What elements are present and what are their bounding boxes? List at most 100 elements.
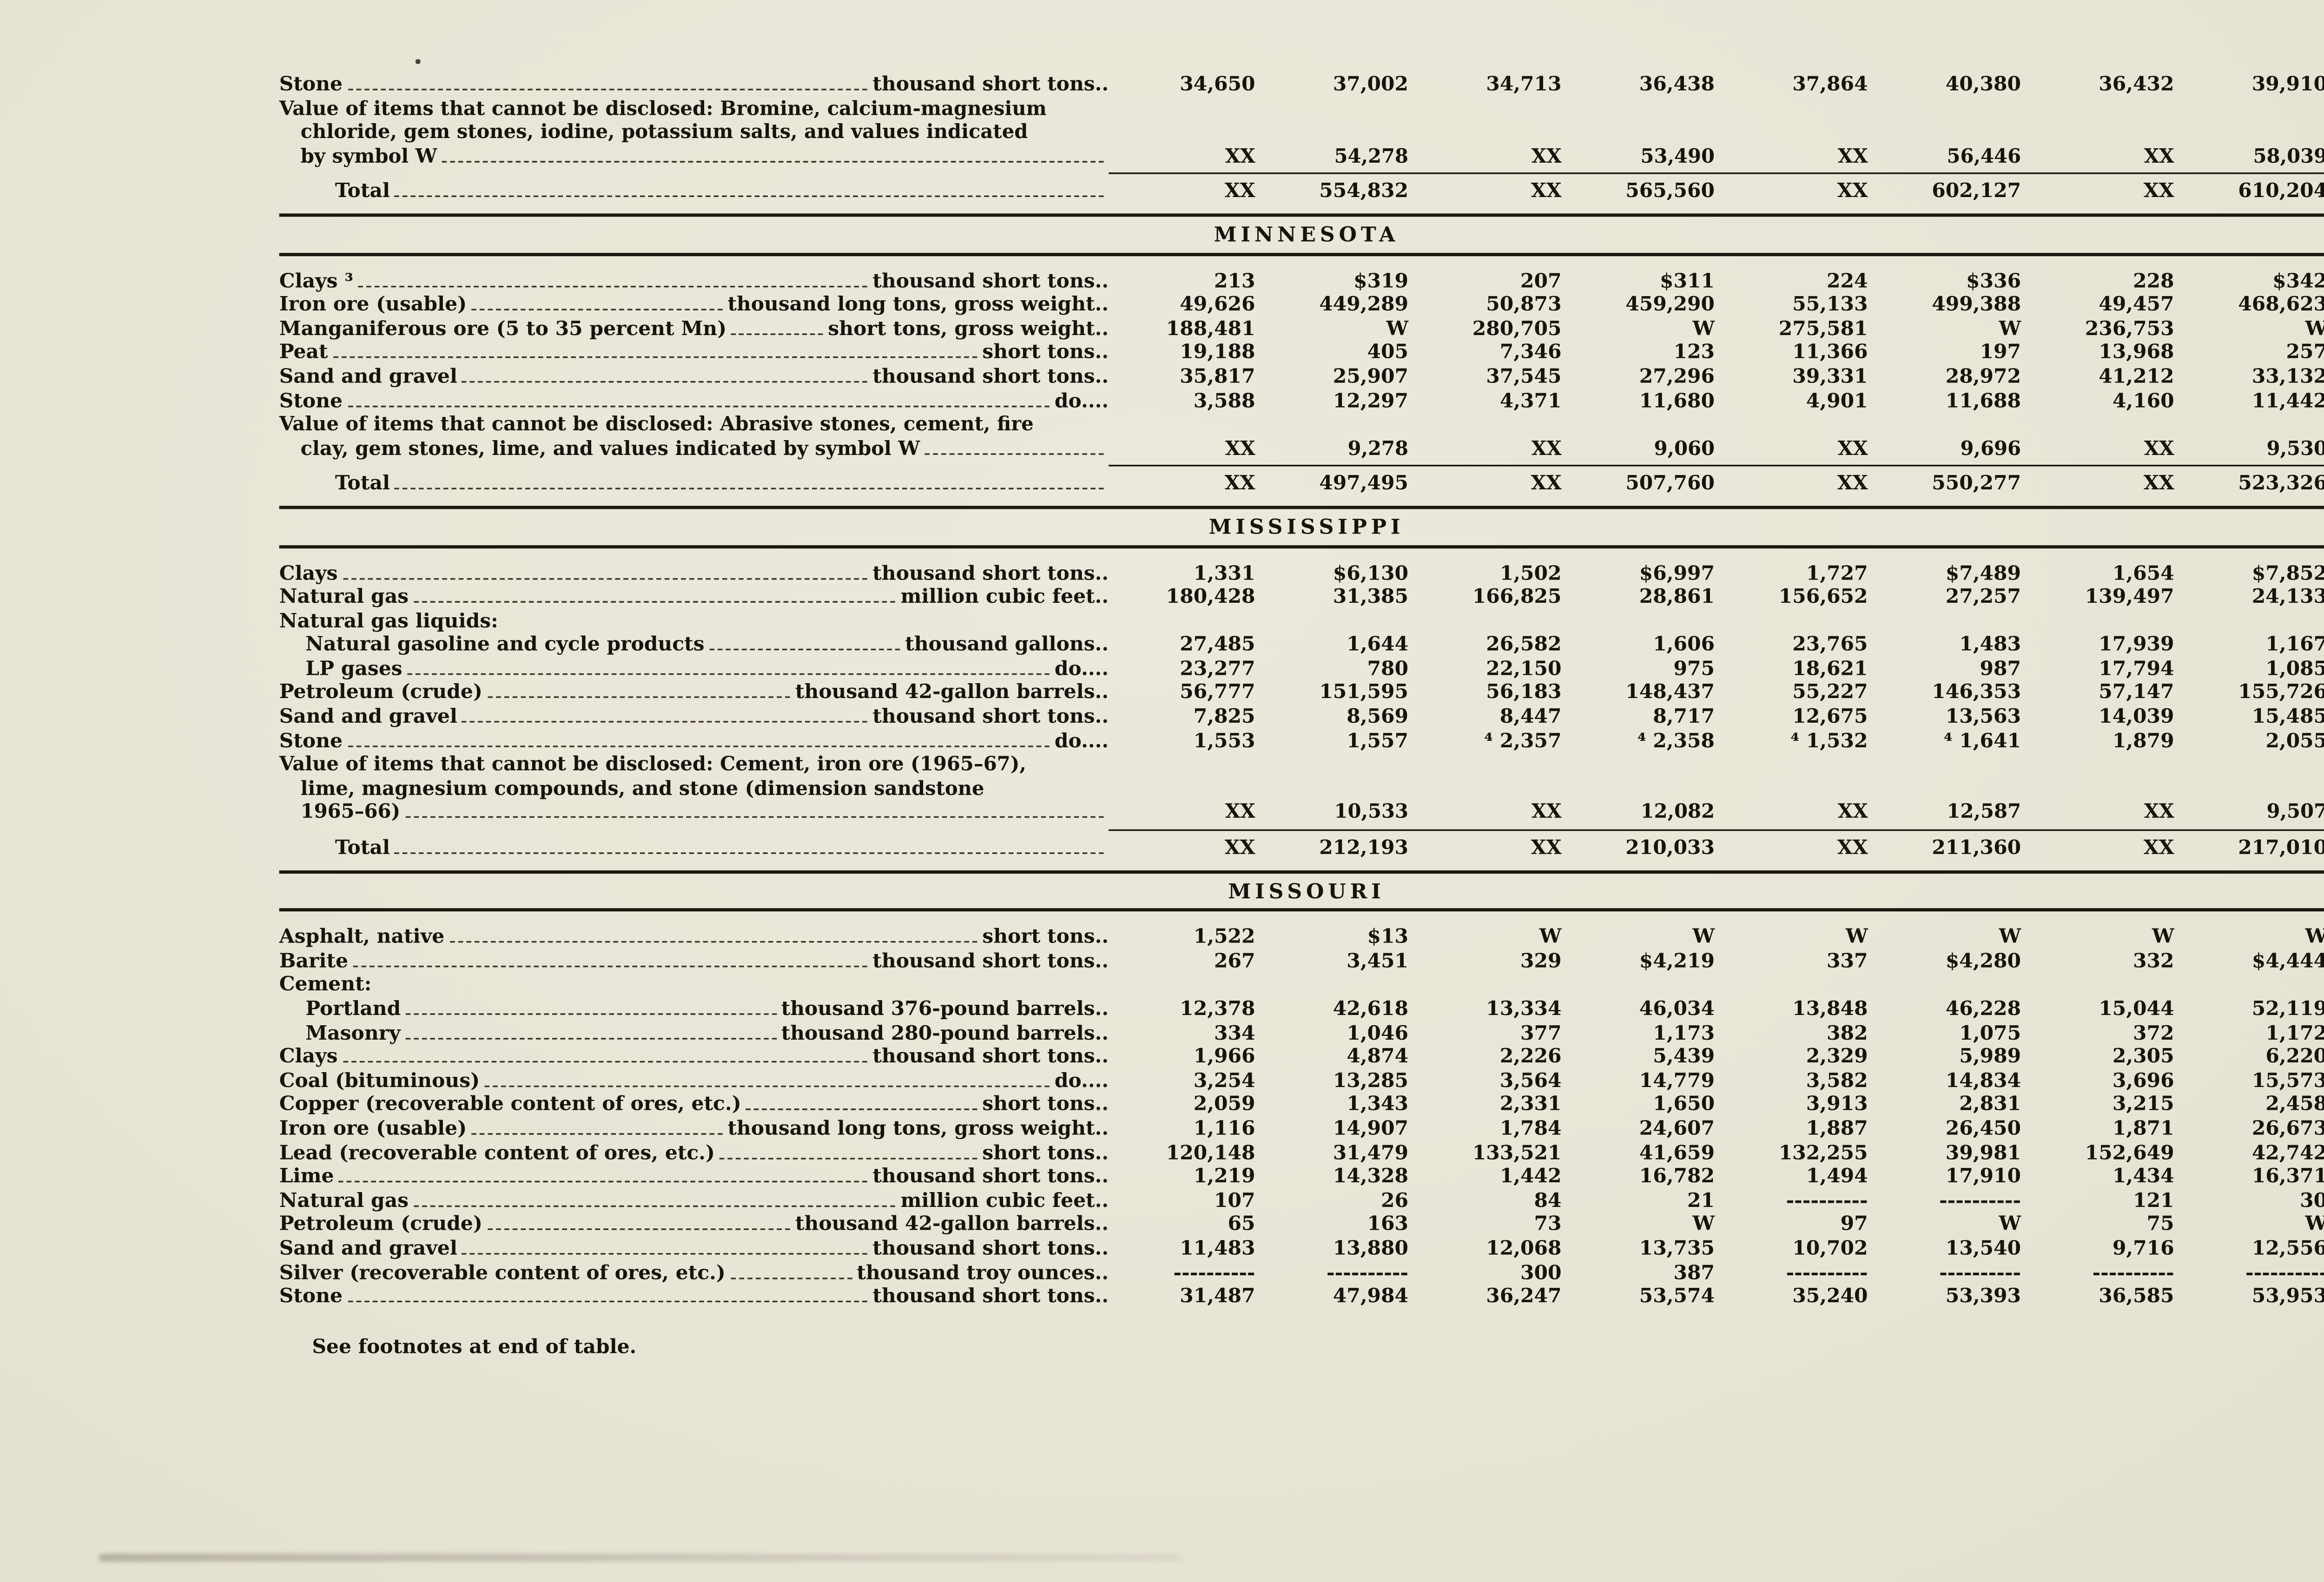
row-stub: Lime thousand short tons.. [279, 1165, 1109, 1189]
value-cell: 7,825 [1193, 705, 1255, 728]
value-cell: 27,296 [1639, 364, 1715, 388]
value-cell: 14,039 [2099, 705, 2174, 728]
unit-label: thousand short tons.. [872, 268, 1109, 292]
unit-label: thousand 42-gallon barrels.. [795, 1213, 1109, 1236]
table-row: Lead (recoverable content of ores, etc.)… [279, 1140, 2324, 1165]
table-row: Clays thousand short tons.. 1,331 $6,130 1,5… [279, 561, 2324, 585]
value-cells: 334 1,046 377 1,173 382 1,075 372 1,172 [1109, 1021, 2324, 1045]
value-cell: 188,481 [1166, 316, 1255, 340]
leader-dots [442, 160, 1104, 163]
table-row: Natural gas million cubic feet.. 107 26 84 21… [279, 1188, 2324, 1213]
value-cell: 1,871 [2112, 1116, 2174, 1140]
value-cell: 1,085 [2265, 656, 2324, 680]
table-row: Stone thousand short tons.. 31,487 47,984 36… [279, 1285, 2324, 1309]
value-cell: W [1999, 316, 2021, 340]
row-stub: Total [279, 836, 1109, 860]
row-label: Stone [279, 388, 343, 412]
leader-dots [407, 673, 1050, 675]
value-cell: 3,564 [1499, 1068, 1562, 1092]
leader-dots [413, 1205, 896, 1207]
table-row: Clays ³ thousand short tons.. 213 $319 207 $3… [279, 269, 2324, 293]
unit-label: thousand short tons.. [872, 1236, 1109, 1260]
value-cell: $4,280 [1945, 949, 2021, 972]
value-cell: 3,588 [1193, 388, 1255, 412]
value-cell: XX [1224, 836, 1255, 859]
totals-rule [1109, 173, 2324, 175]
leader-dots [405, 1013, 777, 1015]
value-cell: 2,305 [2112, 1045, 2174, 1068]
value-cell: 1,650 [1653, 1093, 1715, 1116]
table-row: Manganiferous ore (5 to 35 percent Mn) sh… [279, 316, 2324, 341]
leader-dots [347, 405, 1050, 407]
value-cells: XX 9,278 XX 9,060 XX 9,696 XX 9,530 [1109, 436, 2324, 461]
value-cells: 56,777 151,595 56,183 148,437 55,227 146,353 5… [1109, 681, 2324, 705]
value-cell: 975 [1673, 656, 1715, 680]
value-cells: XX 10,533 XX 12,082 XX 12,587 XX 9,507 [1109, 800, 2324, 824]
value-cell: 11,483 [1180, 1236, 1255, 1260]
value-cell: XX [1531, 436, 1562, 460]
value-cell: 27,485 [1180, 633, 1255, 656]
row-stub: Stone thousand short tons.. [279, 1285, 1109, 1309]
row-stub: Barite thousand short tons.. [279, 949, 1109, 973]
value-cell: XX [1531, 800, 1562, 824]
value-cell: 16,371 [2251, 1164, 2324, 1188]
value-cell: ---------- [2092, 1260, 2174, 1284]
note-line: Value of items that cannot be disclosed:… [279, 752, 1109, 777]
value-cell: 41,659 [1639, 1140, 1715, 1164]
value-cells: 19,188 405 7,346 123 11,366 197 13,968 257 [1109, 341, 2324, 365]
row-label: Stone [279, 72, 343, 95]
note-line: clay, gem stones, lime, and values indic… [279, 436, 1109, 461]
divider-rule [279, 870, 2324, 873]
row-label: Natural gasoline and cycle products [305, 633, 705, 656]
table-row: Natural gasoline and cycle products thous… [279, 633, 2324, 657]
row-label: Total [335, 472, 390, 495]
value-cell: 25,907 [1333, 364, 1409, 388]
value-cell: 12,082 [1640, 800, 1715, 824]
value-cell: 55,227 [1792, 680, 1868, 704]
value-cell: 36,432 [2099, 72, 2174, 95]
note-line: 1965–66) [279, 800, 1109, 824]
value-cell: 12,587 [1947, 800, 2021, 824]
unit-label: thousand short tons.. [872, 1284, 1109, 1308]
value-cell: 497,495 [1319, 472, 1409, 495]
note-text: chloride, gem stones, iodine, potassium … [300, 120, 1028, 144]
value-cell: ---------- [1173, 1260, 1255, 1284]
value-cell: 34,650 [1180, 72, 1255, 95]
unit-label: thousand gallons.. [905, 633, 1109, 656]
value-cell: 41,212 [2099, 364, 2174, 388]
value-cell: 35,817 [1180, 364, 1255, 388]
value-cell: 507,760 [1625, 472, 1715, 495]
value-cell: 1,075 [1959, 1021, 2021, 1044]
value-cells: 267 3,451 329 $4,219 337 $4,280 332 $4,444 [1109, 949, 2324, 973]
row-stub: Stone thousand short tons.. [279, 72, 1109, 96]
value-cell: W [1386, 316, 1409, 340]
value-cell: 17,794 [2099, 656, 2174, 680]
value-cell: 49,457 [2099, 292, 2174, 316]
row-stub: Lead (recoverable content of ores, etc.)… [279, 1140, 1109, 1165]
value-cell: 1,966 [1193, 1045, 1255, 1068]
leader-dots [347, 1301, 868, 1303]
value-cell: XX [1225, 436, 1255, 460]
row-stub: Clays ³ thousand short tons.. [279, 269, 1109, 293]
value-cell: ⁴ 1,532 [1790, 728, 1868, 752]
note-text: by symbol W [300, 144, 437, 167]
value-cell: $6,997 [1639, 560, 1715, 584]
value-cells: 35,817 25,907 37,545 27,296 39,331 28,972 41,2… [1109, 364, 2324, 389]
value-cell: 207 [1520, 268, 1562, 292]
value-cell: 24,607 [1639, 1116, 1715, 1140]
leader-dots [395, 196, 1104, 198]
unit-label: do.... [1054, 388, 1109, 412]
value-cell: XX [2144, 144, 2174, 167]
leader-dots [484, 1085, 1050, 1087]
row-label: Clays [279, 1045, 338, 1068]
value-cell: 267 [1214, 949, 1255, 972]
row-label: Lime [279, 1164, 334, 1188]
value-cell: 1,172 [2265, 1021, 2324, 1044]
row-stub: Stone do.... [279, 389, 1109, 413]
value-cell: 11,442 [2251, 388, 2324, 412]
unit-label: short tons.. [982, 340, 1109, 364]
leader-dots [462, 1252, 868, 1255]
table-row: LP gases do.... 23,277 780 22,150 975 18,621 98… [279, 657, 2324, 681]
value-cell: 9,716 [2112, 1236, 2174, 1260]
value-cell: 53,393 [1945, 1284, 2021, 1308]
